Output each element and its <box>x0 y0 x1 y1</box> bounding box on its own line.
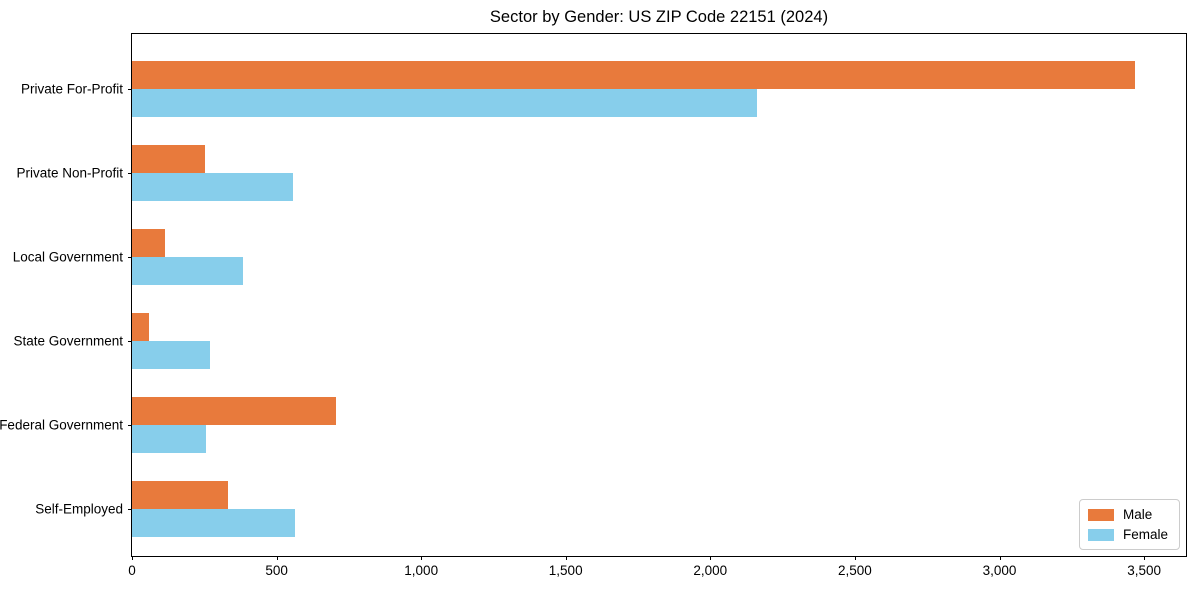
bar-female-federal-government <box>132 425 206 453</box>
y-axis-label-state-government: State Government <box>13 333 123 349</box>
x-axis-tick <box>999 556 1001 560</box>
y-axis-label-local-government: Local Government <box>12 249 123 265</box>
x-axis-tick-label: 2,000 <box>693 563 728 578</box>
y-axis-tick <box>128 89 132 90</box>
x-axis-tick-label: 1,000 <box>404 563 439 578</box>
x-axis-tick-label: 500 <box>265 563 288 578</box>
y-axis-label-self-employed: Self-Employed <box>35 501 123 517</box>
bar-male-state-government <box>132 313 150 341</box>
legend-label-male: Male <box>1122 507 1153 522</box>
x-axis-tick <box>1144 556 1146 560</box>
bar-male-local-government <box>132 229 165 257</box>
y-axis-label-federal-government: Federal Government <box>0 417 123 433</box>
bar-male-private-non-profit <box>132 145 205 173</box>
y-axis-tick <box>128 173 132 174</box>
x-axis-tick <box>276 556 278 560</box>
chart-title: Sector by Gender: US ZIP Code 22151 (202… <box>489 8 829 26</box>
y-axis-tick <box>128 257 132 258</box>
legend-item-male: Male <box>1087 507 1168 522</box>
bar-male-private-for-profit <box>132 61 1136 89</box>
bar-male-self-employed <box>132 481 228 509</box>
bar-female-state-government <box>132 341 211 369</box>
x-axis-tick <box>710 556 712 560</box>
bar-male-federal-government <box>132 397 336 425</box>
x-axis-tick <box>565 556 567 560</box>
x-axis-tick-label: 2,500 <box>837 563 872 578</box>
female-color-swatch <box>1087 528 1114 541</box>
bar-female-private-non-profit <box>132 173 293 201</box>
x-axis-tick <box>132 556 133 560</box>
legend-label-female: Female <box>1122 527 1168 542</box>
bar-female-self-employed <box>132 509 295 537</box>
bar-female-local-government <box>132 257 243 285</box>
legend: Male Female <box>1078 499 1180 550</box>
plot-area: Private For-Profit Private Non-Profit Loca… <box>0 33 1187 578</box>
x-axis-tick-label: 0 <box>128 563 136 578</box>
y-axis-tick <box>128 509 132 510</box>
x-axis-tick <box>854 556 856 560</box>
bar-female-private-for-profit <box>132 89 757 117</box>
male-color-swatch <box>1087 508 1114 521</box>
y-axis-tick <box>128 425 132 426</box>
y-axis-label-private-non-profit: Private Non-Profit <box>16 165 123 181</box>
y-axis-label-private-for-profit: Private For-Profit <box>20 81 123 97</box>
x-axis-tick-label: 3,500 <box>1127 563 1161 578</box>
x-axis-tick-label: 1,500 <box>548 563 583 578</box>
legend-item-female: Female <box>1087 527 1168 542</box>
x-axis-tick <box>421 556 423 560</box>
x-axis-tick-label: 3,000 <box>982 563 1017 578</box>
y-axis-tick <box>128 341 132 342</box>
